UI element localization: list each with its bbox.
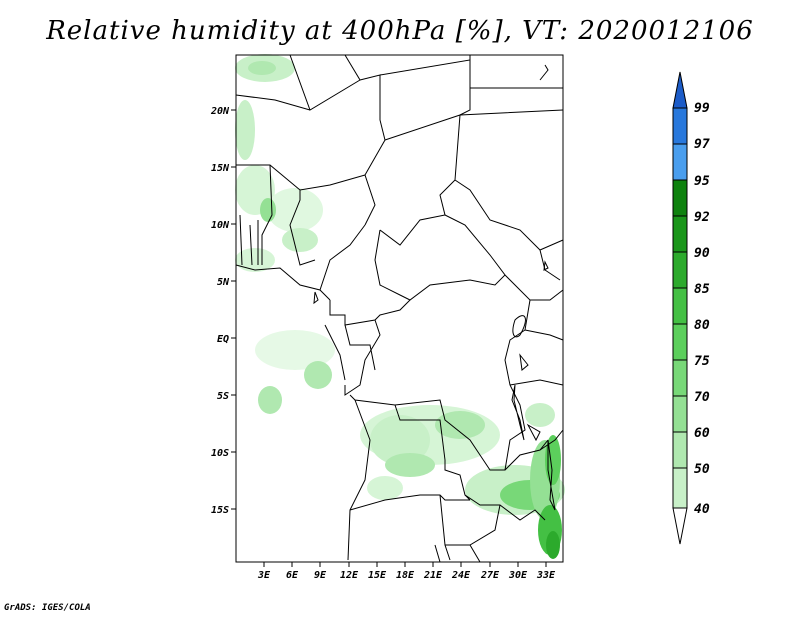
lat-label: 10N (211, 220, 230, 231)
lat-label: 15N (211, 163, 230, 174)
colorbar-labels: 99 97 95 92 90 85 80 75 70 60 50 40 (694, 101, 710, 517)
lat-label: 15S (211, 505, 229, 516)
colorbar-box (672, 431, 688, 469)
lat-labels: 20N 15N 10N 5N EQ 5S 10S 15S (210, 106, 230, 516)
lon-ticks (263, 562, 547, 567)
lon-label: 24E (451, 570, 471, 581)
colorbar-box (672, 323, 688, 361)
lon-label: 6E (286, 570, 299, 581)
colorbar: 99 97 95 92 90 85 80 75 70 60 50 40 (672, 71, 710, 545)
colorbar-label: 90 (694, 246, 710, 261)
lon-label: 18E (396, 570, 415, 581)
colorbar-label: 95 (694, 174, 710, 189)
colorbar-label: 60 (694, 426, 710, 441)
colorbar-box (672, 179, 688, 217)
colorbar-label: 80 (694, 318, 710, 333)
lat-label: EQ (217, 334, 229, 345)
lon-label: 21E (423, 570, 443, 581)
lon-label: 3E (257, 570, 271, 581)
colorbar-label: 85 (694, 282, 710, 297)
lon-labels: 3E 6E 9E 12E 15E 18E 21E 24E 27E 30E 33E (257, 570, 556, 581)
colorbar-box (672, 287, 688, 325)
lat-label: 20N (210, 106, 230, 117)
colorbar-box (672, 251, 688, 289)
colorbar-box (672, 107, 688, 145)
lat-label: 5S (217, 391, 229, 402)
colorbar-label: 50 (694, 462, 710, 477)
colorbar-box (672, 143, 688, 181)
map-frame (235, 54, 564, 563)
colorbar-box (672, 395, 688, 433)
colorbar-bottom-arrow (672, 507, 688, 545)
lon-label: 9E (314, 570, 327, 581)
lat-ticks (231, 109, 236, 510)
colorbar-box (672, 467, 688, 509)
grads-credit: GrADS: IGES/COLA (4, 603, 91, 613)
map-title: Relative humidity at 400hPa [%], VT: 202… (46, 16, 754, 46)
colorbar-boxes (672, 107, 688, 509)
country-borders (235, 54, 564, 563)
lon-label: 12E (340, 570, 359, 581)
colorbar-box (672, 215, 688, 253)
lon-label: 33E (536, 570, 556, 581)
humidity-shading (235, 54, 565, 559)
colorbar-box (672, 359, 688, 397)
lon-label: 30E (508, 570, 528, 581)
colorbar-label: 99 (694, 101, 710, 116)
colorbar-label: 40 (694, 502, 710, 517)
lon-label: 15E (368, 570, 387, 581)
colorbar-label: 92 (694, 210, 710, 225)
colorbar-top-arrow (672, 71, 688, 109)
lon-label: 27E (480, 570, 500, 581)
lat-label: 5N (217, 277, 230, 288)
lat-label: 10S (211, 448, 229, 459)
colorbar-label: 70 (694, 390, 710, 405)
colorbar-label: 97 (694, 137, 710, 152)
colorbar-label: 75 (694, 354, 710, 369)
